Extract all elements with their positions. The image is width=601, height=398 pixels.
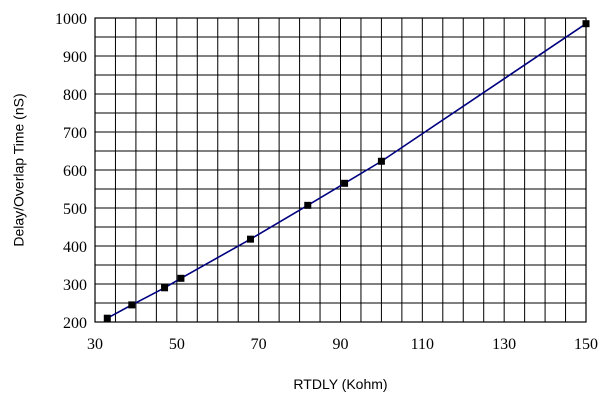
y-tick-label: 1000 [55,11,87,28]
data-point-marker [177,274,185,282]
series-line [106,23,587,319]
x-tick-label: 150 [574,336,598,353]
x-axis-label: RTDLY (Kohm) [293,376,387,392]
y-tick-label: 800 [63,87,87,104]
data-point-marker [128,301,136,309]
data-point-marker [582,20,590,28]
y-tick-labels: 200 300 400 500 600 700 800 900 1000 [55,11,87,332]
data-point-marker [103,314,111,322]
x-tick-label: 110 [411,336,434,353]
y-tick-label: 300 [63,277,87,294]
y-tick-label: 700 [63,125,87,142]
y-axis-label: Delay/Overlap Time (nS) [11,93,27,246]
x-tick-label: 70 [251,336,267,353]
plot-frame [94,17,587,323]
data-point-marker [161,284,169,292]
x-tick-label: 30 [87,336,103,353]
data-point-marker [304,201,312,209]
y-tick-label: 900 [63,49,87,66]
y-tick-label: 400 [63,239,87,256]
x-tick-label: 50 [169,336,185,353]
y-tick-label: 600 [63,163,87,180]
y-tick-label: 200 [63,315,87,332]
data-point-marker [377,157,385,165]
x-tick-labels: 30 50 70 90 110 130 150 [87,336,598,353]
x-tick-label: 130 [492,336,516,353]
x-tick-label: 90 [333,336,349,353]
y-tick-label: 500 [63,201,87,218]
data-point-marker [341,179,349,187]
data-point-marker [246,235,254,243]
grid [94,17,587,323]
series [103,20,590,322]
